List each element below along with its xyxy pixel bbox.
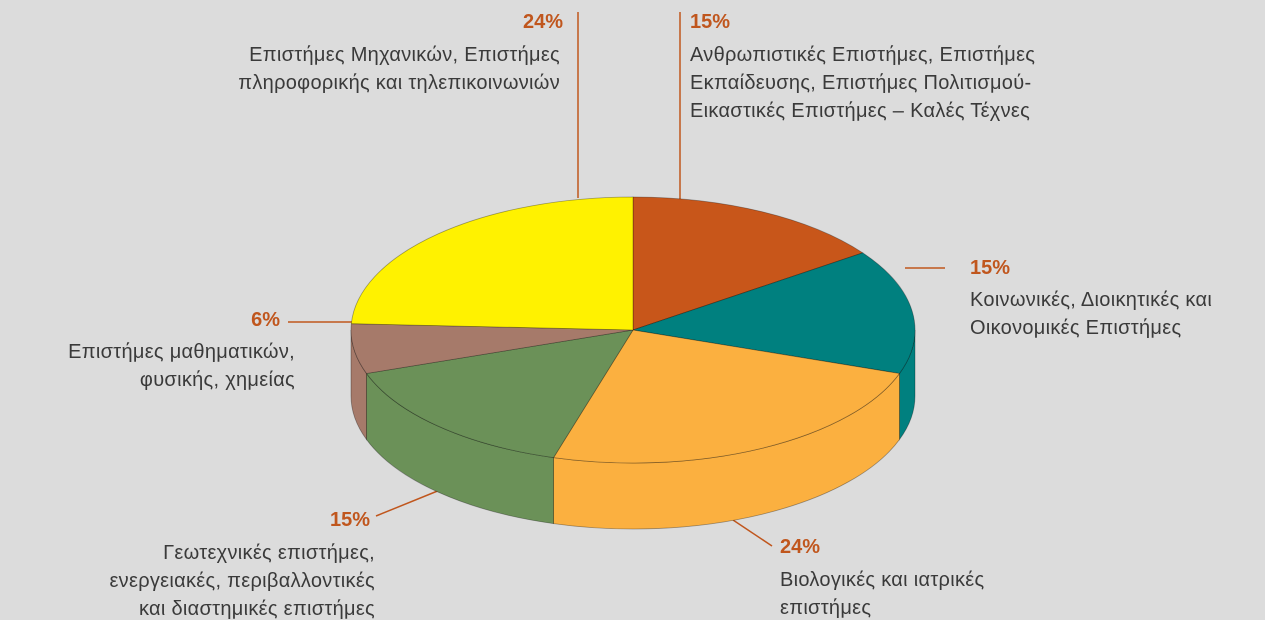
category-label: Επιστήμες μαθηματικών, φυσικής, χημείας — [68, 341, 295, 391]
pie-tops — [350, 196, 916, 464]
pie-slice — [365, 329, 634, 459]
leader-line — [732, 519, 773, 547]
data-label: 15% — [690, 11, 731, 33]
data-label: 6% — [251, 309, 280, 331]
leader-line — [375, 489, 441, 517]
data-label: 15% — [970, 257, 1011, 279]
data-label: 24% — [522, 11, 563, 33]
pie-slice — [632, 196, 864, 331]
pie-slice — [632, 252, 916, 374]
category-label: Βιολογικές και ιατρικές επιστήμες — [780, 569, 985, 619]
pie-slice — [350, 323, 634, 374]
category-label: Κοινωνικές, Διοικητικές και Οικονομικές … — [970, 289, 1213, 339]
category-label: Επιστήμες Μηχανικών, Επιστήμες πληροφορι… — [238, 44, 560, 94]
data-label: 15% — [329, 509, 370, 531]
pie-sides — [350, 329, 916, 530]
category-label: Γεωτεχνικές επιστήμες, ενεργειακές, περι… — [109, 542, 375, 620]
pie-slice — [350, 196, 634, 331]
data-label: 24% — [780, 536, 821, 558]
category-label: Ανθρωπιστικές Επιστήμες, Επιστήμες Εκπαί… — [690, 44, 1036, 122]
pie-slice — [552, 329, 901, 464]
leader-lines — [288, 12, 945, 547]
